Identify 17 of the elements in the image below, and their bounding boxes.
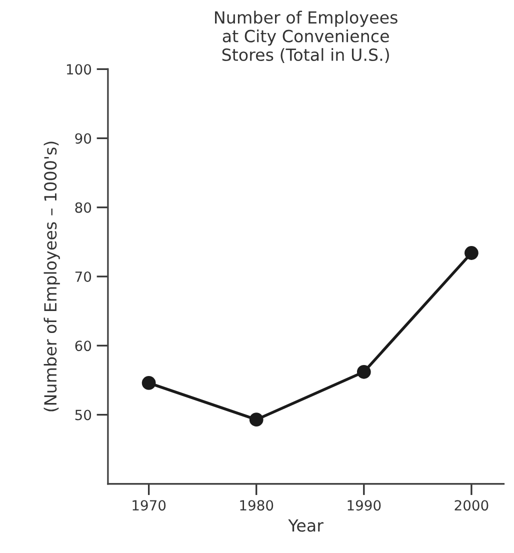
y-tick-label: 90	[75, 133, 92, 144]
y-tick-label: 50	[75, 410, 92, 420]
x-tick-label: 1980	[240, 500, 274, 511]
y-tick-label: 80	[75, 202, 92, 213]
x-tick-label: 1970	[132, 500, 166, 511]
point	[142, 376, 156, 390]
y-tick-label: 70	[75, 271, 92, 282]
x-axis-title: Year	[288, 519, 324, 532]
point	[464, 246, 478, 260]
point	[356, 364, 371, 379]
chart-title: Number of Employees at City Convenience Stores (Total in U.S.)	[215, 10, 398, 63]
x-tick-label: 2000	[454, 500, 488, 511]
y-axis-title: (Number of Employees – 1000's)	[44, 142, 60, 412]
x-tick-label: 1990	[348, 500, 381, 511]
y-tick-label: 60	[75, 340, 92, 352]
y-tick-label: 100	[66, 64, 92, 75]
point	[249, 412, 264, 427]
